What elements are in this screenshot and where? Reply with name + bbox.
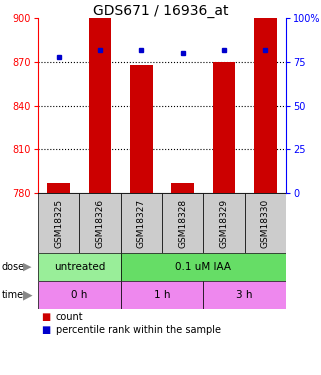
Bar xyxy=(38,281,121,309)
Text: GSM18328: GSM18328 xyxy=(178,198,187,248)
Bar xyxy=(89,18,111,193)
Bar xyxy=(38,253,121,281)
Bar xyxy=(121,253,286,281)
Text: 0.1 uM IAA: 0.1 uM IAA xyxy=(175,262,231,272)
Text: GSM18326: GSM18326 xyxy=(96,198,105,248)
Bar xyxy=(79,193,121,253)
Bar xyxy=(203,193,245,253)
Text: untreated: untreated xyxy=(54,262,105,272)
Text: GSM18330: GSM18330 xyxy=(261,198,270,248)
Bar xyxy=(254,18,277,193)
Text: GSM18327: GSM18327 xyxy=(137,198,146,248)
Text: 3 h: 3 h xyxy=(237,290,253,300)
Text: GDS671 / 16936_at: GDS671 / 16936_at xyxy=(93,4,228,18)
Bar xyxy=(130,64,153,193)
Bar xyxy=(121,281,203,309)
Text: 1 h: 1 h xyxy=(154,290,170,300)
Text: 0 h: 0 h xyxy=(71,290,88,300)
Bar xyxy=(47,183,70,193)
Text: ▶: ▶ xyxy=(23,262,31,272)
Text: time: time xyxy=(2,290,24,300)
Text: dose: dose xyxy=(2,262,25,272)
Text: ▶: ▶ xyxy=(23,288,33,302)
Bar xyxy=(38,193,79,253)
Text: GSM18325: GSM18325 xyxy=(54,198,63,248)
Bar xyxy=(213,62,235,193)
Text: ■: ■ xyxy=(41,312,50,322)
Text: GSM18329: GSM18329 xyxy=(220,198,229,248)
Text: count: count xyxy=(56,312,83,322)
Bar xyxy=(162,193,203,253)
Bar xyxy=(121,193,162,253)
Bar xyxy=(245,193,286,253)
Text: ■: ■ xyxy=(41,325,50,335)
Text: percentile rank within the sample: percentile rank within the sample xyxy=(56,325,221,335)
Bar xyxy=(171,183,194,193)
Bar xyxy=(203,281,286,309)
